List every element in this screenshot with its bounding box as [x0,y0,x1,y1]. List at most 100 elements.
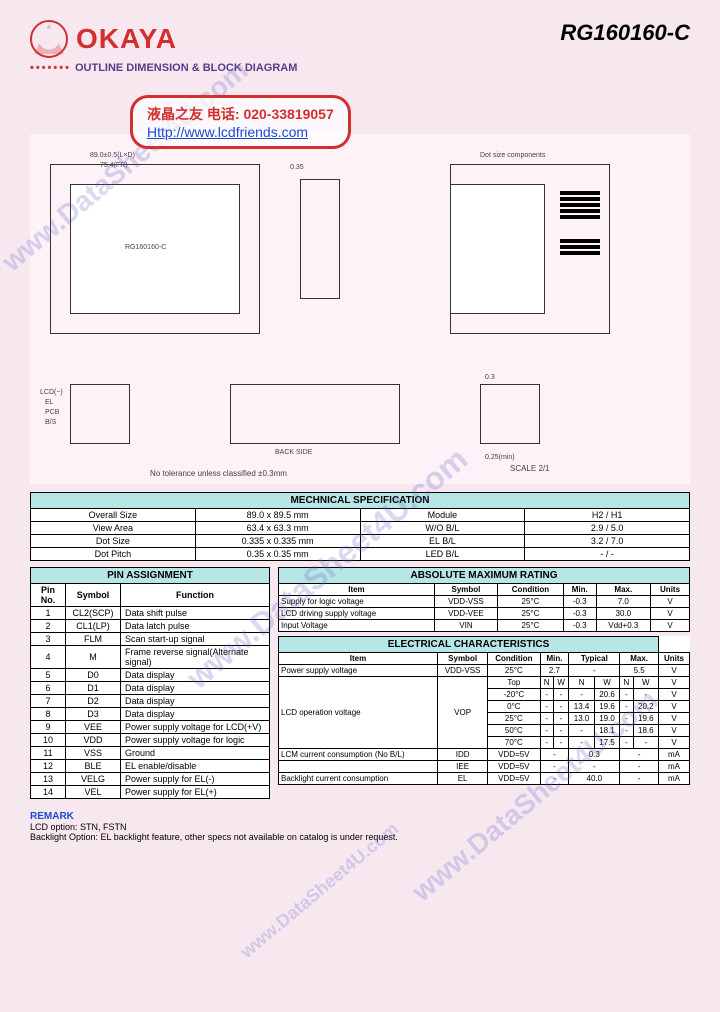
table-cell: - [540,761,569,773]
table-cell: 2 [31,620,66,633]
table-cell: V [651,620,690,632]
table-cell: - [540,773,569,785]
table-cell: VEL [66,786,121,799]
table-cell: Power supply voltage for LCD(+V) [121,721,270,734]
table-cell: M [66,646,121,669]
elec-title: ELECTRICAL CHARACTERISTICS [279,637,659,653]
table-cell: -0.3 [563,620,596,632]
table-cell: VDD-VSS [438,665,488,677]
table-cell: VDD=5V [488,749,540,761]
table-cell: -0.3 [563,596,596,608]
table-cell: 25°C [498,620,564,632]
table-cell: 40.0 [569,773,620,785]
table-cell: Input Voltage [279,620,435,632]
table-cell: FLM [66,633,121,646]
table-cell: 25°C [498,608,564,620]
table-cell: 0.35 x 0.35 mm [195,548,360,561]
table-cell: - / - [525,548,690,561]
table-cell: 8 [31,708,66,721]
table-cell: VSS [66,747,121,760]
stamp-phone: 液晶之友 电话: 020-33819057 [147,104,334,124]
table-cell: 89.0 x 89.5 mm [195,509,360,522]
electrical-char-table: ELECTRICAL CHARACTERISTICS ItemSymbolCon… [278,636,690,785]
table-cell: VDD [66,734,121,747]
subtitle: OUTLINE DIMENSION & BLOCK DIAGRAM [30,62,690,74]
table-cell: 63.4 x 63.3 mm [195,522,360,535]
table-cell: - [540,749,569,761]
table-cell: VDD=5V [488,773,540,785]
table-cell: Data display [121,708,270,721]
table-cell: 2.9 / 5.0 [525,522,690,535]
table-cell: 3.2 / 7.0 [525,535,690,548]
table-cell: 25°C [498,596,564,608]
table-cell: 6 [31,682,66,695]
table-cell: VDD-VSS [434,596,497,608]
table-cell: 13 [31,773,66,786]
table-cell: Backlight current consumption [279,773,438,785]
table-cell: VDD-VEE [434,608,497,620]
table-cell: - [620,773,659,785]
table-cell: V [651,608,690,620]
table-cell: Module [360,509,525,522]
table-cell: View Area [31,522,196,535]
table-cell: 1 [31,607,66,620]
table-cell: 25°C [488,665,540,677]
table-cell: Data display [121,669,270,682]
table-cell: mA [659,773,690,785]
table-cell: Vdd+0.3 [596,620,651,632]
table-cell: H2 / H1 [525,509,690,522]
table-cell: mA [659,761,690,773]
table-cell: - [620,761,659,773]
mech-title: MECHNICAL SPECIFICATION [31,493,690,509]
table-cell: 0.335 x 0.335 mm [195,535,360,548]
table-cell: CL1(LP) [66,620,121,633]
absolute-max-table: ABSOLUTE MAXIMUM RATING ItemSymbolCondit… [278,567,690,632]
table-cell: VIN [434,620,497,632]
table-cell: 5 [31,669,66,682]
table-cell: 9 [31,721,66,734]
table-cell: 10 [31,734,66,747]
table-cell: Ground [121,747,270,760]
remark-line: LCD option: STN, FSTN [30,822,690,832]
table-cell: mA [659,749,690,761]
pin-assignment-table: PIN ASSIGNMENT Pin No.SymbolFunction 1CL… [30,567,270,799]
table-cell: Power supply voltage [279,665,438,677]
table-cell: D3 [66,708,121,721]
stamp-url: Http://www.lcdfriends.com [147,124,334,140]
table-cell: Overall Size [31,509,196,522]
table-cell: 7 [31,695,66,708]
table-cell: - [569,665,620,677]
table-cell: Supply for logic voltage [279,596,435,608]
table-cell: 3 [31,633,66,646]
table-cell: Power supply for EL(-) [121,773,270,786]
outline-diagram: 89.0±0.5(L×D) 75.4(FR) RG160160-C 0.35 D… [30,134,690,484]
table-cell: D1 [66,682,121,695]
table-cell: VDD=5V [488,761,540,773]
table-cell: IEE [438,761,488,773]
table-cell: D2 [66,695,121,708]
table-cell: V [651,596,690,608]
table-cell: VEE [66,721,121,734]
table-cell: V [659,665,690,677]
table-cell: IDD [438,749,488,761]
table-cell: LED B/L [360,548,525,561]
contact-stamp: 液晶之友 电话: 020-33819057 Http://www.lcdfrie… [130,95,351,149]
table-cell: Data latch pulse [121,620,270,633]
table-cell: 12 [31,760,66,773]
table-cell: BLE [66,760,121,773]
table-cell [279,761,438,773]
table-cell: - [620,749,659,761]
table-cell: 4 [31,646,66,669]
table-cell: 14 [31,786,66,799]
table-cell: EL [438,773,488,785]
table-cell: 7.0 [596,596,651,608]
table-cell: LCM current consumption (No B/L) [279,749,438,761]
table-cell: Data shift pulse [121,607,270,620]
table-cell: 0.3 [569,749,620,761]
mechanical-spec-table: MECHNICAL SPECIFICATION Overall Size89.0… [30,492,690,561]
table-cell: CL2(SCP) [66,607,121,620]
logo-text: OKAYA [76,23,177,55]
table-cell: LCD driving supply voltage [279,608,435,620]
table-cell: -0.3 [563,608,596,620]
lower-tables: PIN ASSIGNMENT Pin No.SymbolFunction 1CL… [30,567,690,799]
